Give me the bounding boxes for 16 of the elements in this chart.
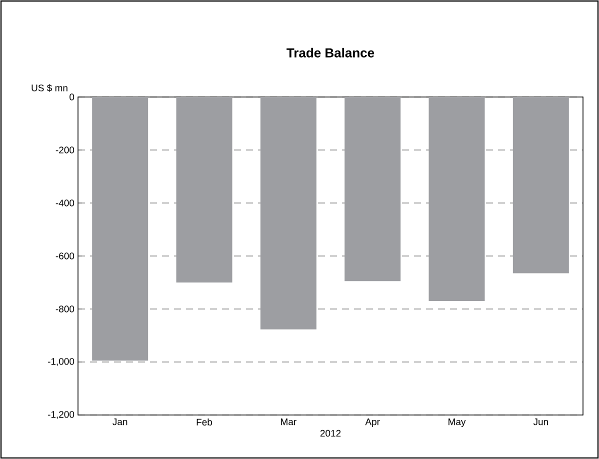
x-tick-label: Mar: [281, 418, 296, 426]
x-tick-label: Feb: [196, 418, 212, 426]
x-tick-label: May: [448, 418, 466, 428]
y-axis-title: US $ mn: [32, 84, 68, 92]
y-tick-label: -400: [56, 200, 74, 206]
y-tick-label: -200: [56, 146, 74, 154]
y-tick-label: -1,200: [48, 411, 74, 419]
y-tick-label: -800: [56, 306, 74, 312]
chart-title: Trade Balance: [286, 48, 374, 58]
y-tick-label: -1,000: [48, 358, 74, 366]
x-tick-label: Apr: [365, 418, 380, 428]
y-tick-label: 0: [70, 94, 74, 100]
y-tick-label: -600: [56, 252, 74, 260]
x-tick-label: Jan: [112, 418, 128, 426]
x-tick-label: Jun: [533, 418, 548, 426]
x-axis-title: 2012: [320, 430, 341, 437]
